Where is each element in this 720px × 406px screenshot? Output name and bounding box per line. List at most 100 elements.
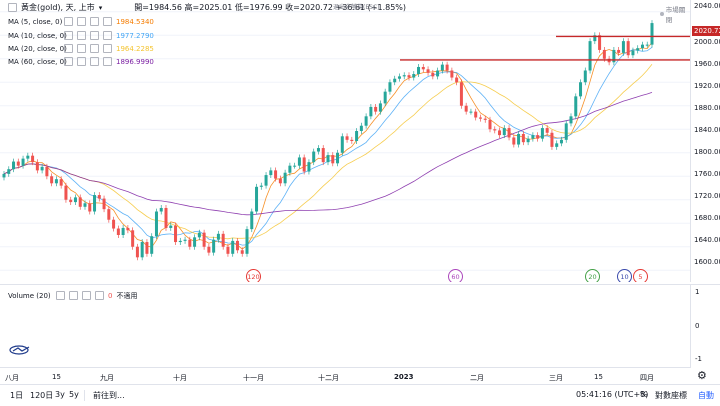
ma-line-10 [3, 46, 653, 246]
candle-body [493, 129, 497, 131]
candle-body [278, 178, 282, 184]
price-tick: 2040.00 [694, 2, 720, 10]
candle-body [164, 207, 168, 228]
candle-body [650, 23, 654, 45]
market-status: 市場關閉 [660, 4, 690, 24]
range-1d-button[interactable]: 1日 [10, 391, 24, 400]
volume-axis[interactable]: 1 0 -1 [690, 284, 720, 368]
price-tick: 1720.00 [694, 192, 720, 200]
chart-settings-gear-icon[interactable]: ⚙ [697, 369, 707, 382]
ma-value: 1896.9990 [116, 57, 154, 66]
price-tick: 1920.00 [694, 82, 720, 90]
candle-body [307, 162, 311, 172]
candle-body [188, 239, 192, 247]
ma-label: MA (20, close, 0) [8, 44, 67, 53]
settings-icon[interactable] [77, 31, 86, 40]
candle-body [397, 76, 401, 79]
percent-scale-toggle[interactable]: % [640, 390, 648, 399]
candle-body [250, 211, 254, 230]
volume-legend[interactable]: Volume (20) 0 不適用 [8, 290, 137, 301]
volume-value: 0 [108, 291, 113, 300]
visibility-icon[interactable] [64, 31, 73, 40]
ma-legend-20[interactable]: MA (20, close, 0) 1964.2285 [8, 43, 154, 54]
candle-body [383, 91, 387, 104]
candle-body [436, 70, 440, 77]
candle-body [464, 105, 468, 112]
candle-body [478, 117, 482, 119]
bottom-toolbar: 1日 120日 3y 5y 前往到... 05:41:16 (UTC+8) % … [0, 384, 720, 406]
symbol-title[interactable]: 黃金(gold), 天, 上市 [21, 3, 95, 12]
more-icon[interactable] [95, 291, 104, 300]
visibility-icon[interactable] [56, 291, 65, 300]
close-icon[interactable] [90, 17, 99, 26]
settings-icon[interactable] [77, 17, 86, 26]
volume-pane[interactable]: Volume (20) 0 不適用 [0, 284, 690, 368]
ma-label: MA (5, close, 0) [8, 17, 63, 26]
time-tick: 十月 [173, 374, 187, 382]
ma-legend-10[interactable]: MA (10, close, 0) 1977.2790 [8, 30, 154, 41]
settings-icon[interactable] [69, 291, 78, 300]
price-chart-svg[interactable] [0, 0, 690, 282]
close-icon[interactable] [82, 291, 91, 300]
time-tick: 三月 [549, 374, 563, 382]
ma20-event-badge[interactable]: 20 [585, 269, 600, 282]
close-icon[interactable] [90, 44, 99, 53]
time-tick: 十一月 [243, 374, 264, 382]
ma-legend-60[interactable]: MA (60, close, 0) 1896.9990 [8, 56, 154, 67]
ma5-event-badge[interactable]: 5 [633, 269, 648, 282]
candle-body [97, 195, 101, 199]
price-axis[interactable]: 2040.00 2000.00 1960.00 1920.00 1880.00 … [690, 0, 720, 282]
candle-body [64, 185, 68, 200]
candle-body [545, 128, 549, 133]
candle-body [583, 70, 587, 83]
range-3y-button[interactable]: 3y [55, 390, 65, 399]
more-icon[interactable] [103, 17, 112, 26]
current-price-label: 2020.72 [692, 26, 720, 36]
visibility-icon[interactable] [64, 17, 73, 26]
candle-body [264, 175, 268, 186]
candle-body [474, 111, 478, 118]
time-tick: 15 [594, 373, 603, 381]
goto-date-button[interactable]: 前往到... [93, 391, 125, 400]
settings-icon[interactable] [77, 44, 86, 53]
candle-body [612, 49, 616, 63]
candle-body [31, 155, 35, 163]
ma120-event-badge[interactable]: 120 [246, 269, 261, 282]
close-icon[interactable] [90, 31, 99, 40]
exit-fullscreen-hint[interactable]: 退出全螢幕(ESC) [333, 4, 380, 11]
time-axis[interactable]: 八月 15 九月 十月 十一月 十二月 2023 二月 三月 15 四月 [0, 367, 690, 384]
range-5y-button[interactable]: 5y [69, 390, 79, 399]
ma-legend-5[interactable]: MA (5, close, 0) 1984.5340 [8, 16, 154, 27]
candle-body [455, 77, 459, 83]
collapse-legend-icon[interactable] [8, 3, 17, 12]
more-icon[interactable] [103, 31, 112, 40]
candle-body [340, 136, 344, 153]
candle-body [536, 135, 540, 139]
more-icon[interactable] [103, 57, 112, 66]
price-chart-pane[interactable]: 黃金(gold), 天, 上市 ▾ 開=1984.56 高=2025.01 低=… [0, 0, 690, 282]
candle-body [2, 173, 6, 178]
ma60-event-badge[interactable]: 60 [448, 269, 463, 282]
candle-body [255, 186, 259, 212]
ma10-event-badge[interactable]: 10 [617, 269, 632, 282]
candle-body [355, 131, 359, 141]
candle-body [73, 197, 77, 203]
candle-body [183, 239, 187, 241]
close-icon[interactable] [90, 57, 99, 66]
range-120d-button[interactable]: 120日 [30, 391, 54, 400]
candle-body [297, 157, 301, 166]
clock-timezone-button[interactable]: 05:41:16 (UTC+8) [576, 390, 649, 399]
settings-icon[interactable] [77, 57, 86, 66]
candle-body [364, 116, 368, 126]
candle-body [274, 170, 278, 179]
more-icon[interactable] [103, 44, 112, 53]
price-tick: 1840.00 [694, 126, 720, 134]
candle-body [602, 49, 606, 59]
price-tick: 1680.00 [694, 214, 720, 222]
auto-scale-toggle[interactable]: 自動 [698, 391, 714, 400]
dropdown-icon[interactable]: ▾ [98, 3, 103, 12]
visibility-icon[interactable] [64, 57, 73, 66]
log-scale-toggle[interactable]: 對數座標 [655, 391, 687, 400]
candle-body [626, 41, 630, 56]
visibility-icon[interactable] [64, 44, 73, 53]
